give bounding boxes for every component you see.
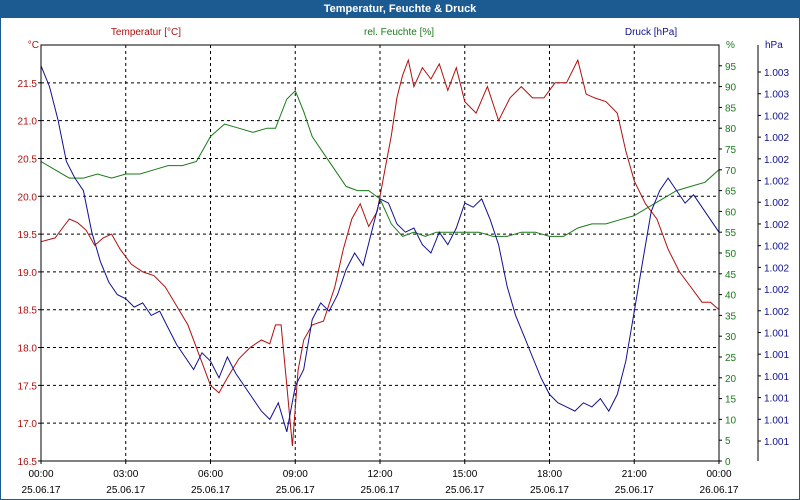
x-tick-date-label: 25.06.17 xyxy=(361,485,400,496)
humidity-tick-label: 30 xyxy=(725,332,737,343)
humidity-tick-label: 25 xyxy=(725,353,737,364)
x-tick-time-label: 15:00 xyxy=(452,469,477,480)
pressure-series-line xyxy=(40,65,720,433)
x-tick-time-label: 21:00 xyxy=(622,469,647,480)
grid xyxy=(41,45,719,461)
temperature-tick-label: 19.5 xyxy=(18,230,38,241)
x-tick-time-label: 00:00 xyxy=(706,469,731,480)
pressure-axis-title: Druck [hPa] xyxy=(625,27,677,38)
x-tick-date-label: 25.06.17 xyxy=(445,485,484,496)
chart-title: Temperatur, Feuchte & Druck xyxy=(1,1,799,18)
temperature-tick-label: 17.5 xyxy=(18,381,38,392)
pressure-tick-label: 1.002 xyxy=(764,111,789,122)
humidity-tick-label: 75 xyxy=(725,145,737,156)
x-tick-time-label: 18:00 xyxy=(537,469,562,480)
humidity-tick-label: 35 xyxy=(725,311,737,322)
humidity-series-line xyxy=(40,89,720,237)
humidity-tick-label: 50 xyxy=(725,249,737,260)
temperature-tick-label: 16.5 xyxy=(18,457,38,468)
pressure-tick-label: 1.002 xyxy=(764,177,789,188)
temperature-tick-label: 21.0 xyxy=(18,117,38,128)
humidity-tick-label: 85 xyxy=(725,103,737,114)
x-tick-date-label: 25.06.17 xyxy=(276,485,315,496)
temperature-tick-label: 21.5 xyxy=(18,79,38,90)
humidity-tick-label: 55 xyxy=(725,228,737,239)
x-tick-date-label: 25.06.17 xyxy=(22,485,61,496)
pressure-tick-label: 1.001 xyxy=(764,394,789,405)
humidity-tick-label: 95 xyxy=(725,62,737,73)
x-tick-time-label: 09:00 xyxy=(283,469,308,480)
pressure-tick-label: 1.002 xyxy=(764,307,789,318)
temperature-tick-label: 17.0 xyxy=(18,419,38,430)
x-tick-date-label: 25.06.17 xyxy=(530,485,569,496)
temperature-axis-title: Temperatur [°C] xyxy=(111,27,181,38)
temperature-tick-label: 18.5 xyxy=(18,306,38,317)
pressure-tick-label: 1.001 xyxy=(764,372,789,383)
humidity-axis-title: rel. Feuchte [%] xyxy=(364,27,434,38)
humidity-tick-label: 5 xyxy=(725,436,731,447)
humidity-tick-label: 0 xyxy=(725,457,731,468)
pressure-tick-label: 1.002 xyxy=(764,285,789,296)
pressure-tick-label: 1.001 xyxy=(764,415,789,426)
pressure-tick-label: 1.002 xyxy=(764,263,789,274)
pressure-tick-label: 1.002 xyxy=(764,198,789,209)
x-tick-time-label: 03:00 xyxy=(113,469,138,480)
axes: 21.5 21.0 20.5 20.0 19.5 19.0 18.5 18.0 17.5 17.0… xyxy=(18,45,789,496)
pressure-unit-label: hPa xyxy=(765,40,783,51)
pressure-tick-label: 1.003 xyxy=(764,90,789,101)
pressure-tick-label: 1.003 xyxy=(764,68,789,79)
x-tick-date-label: 25.06.17 xyxy=(106,485,145,496)
temperature-tick-label: 20.5 xyxy=(18,154,38,165)
humidity-tick-label: 15 xyxy=(725,395,737,406)
x-tick-date-label: 25.06.17 xyxy=(191,485,230,496)
humidity-tick-label: 70 xyxy=(725,166,737,177)
x-tick-date-label: 26.06.17 xyxy=(700,485,739,496)
x-tick-time-label: 00:00 xyxy=(28,469,53,480)
humidity-unit-label: % xyxy=(726,40,735,51)
pressure-tick-label: 1.001 xyxy=(764,350,789,361)
pressure-tick-label: 1.002 xyxy=(764,133,789,144)
humidity-tick-label: 45 xyxy=(725,270,737,281)
temperature-series-line xyxy=(40,58,720,446)
x-tick-date-label: 25.06.17 xyxy=(615,485,654,496)
humidity-tick-label: 20 xyxy=(725,374,737,385)
pressure-tick-label: 1.001 xyxy=(764,328,789,339)
pressure-tick-label: 1.002 xyxy=(764,242,789,253)
pressure-tick-label: 1.002 xyxy=(764,220,789,231)
humidity-tick-label: 10 xyxy=(725,415,737,426)
series-lines xyxy=(40,58,720,446)
temperature-tick-label: 18.0 xyxy=(18,344,38,355)
humidity-tick-label: 60 xyxy=(725,207,737,218)
pressure-tick-label: 1.002 xyxy=(764,155,789,166)
temperature-tick-label: 19.0 xyxy=(18,268,38,279)
humidity-tick-label: 65 xyxy=(725,187,737,198)
x-tick-time-label: 06:00 xyxy=(198,469,223,480)
temperature-unit-label: °C xyxy=(28,40,39,51)
pressure-tick-label: 1.001 xyxy=(764,437,789,448)
temperature-tick-label: 20.0 xyxy=(18,192,38,203)
humidity-tick-label: 90 xyxy=(725,83,737,94)
humidity-tick-label: 80 xyxy=(725,124,737,135)
humidity-tick-label: 40 xyxy=(725,291,737,302)
x-tick-time-label: 12:00 xyxy=(367,469,392,480)
